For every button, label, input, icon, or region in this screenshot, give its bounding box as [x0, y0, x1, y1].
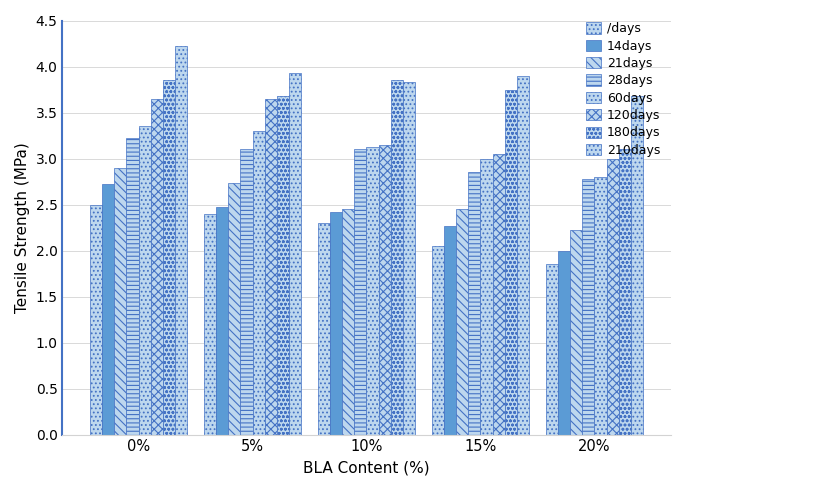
Bar [102, 184, 114, 435]
Bar [505, 90, 517, 435]
Bar [114, 168, 126, 435]
Bar [126, 138, 139, 435]
Bar [228, 183, 240, 435]
Bar [277, 96, 289, 435]
Bar [204, 214, 216, 435]
Bar [150, 98, 163, 435]
Bar [468, 172, 481, 435]
X-axis label: BLA Content (%): BLA Content (%) [303, 460, 430, 475]
Legend: /days, 14days, 21days, 28days, 60days, 120days, 180days, 210days: /days, 14days, 21days, 28days, 60days, 1… [582, 19, 664, 161]
Bar [582, 179, 595, 435]
Bar [354, 149, 367, 435]
Bar [163, 80, 175, 435]
Bar [619, 149, 631, 435]
Bar [546, 264, 558, 435]
Bar [139, 126, 150, 435]
Bar [444, 226, 456, 435]
Bar [90, 204, 102, 435]
Bar [432, 246, 444, 435]
Bar [318, 223, 330, 435]
Bar [175, 46, 187, 435]
Bar [330, 212, 342, 435]
Y-axis label: Tensile Strength (MPa): Tensile Strength (MPa) [15, 142, 30, 313]
Bar [391, 80, 403, 435]
Bar [289, 73, 301, 435]
Bar [558, 250, 570, 435]
Bar [606, 159, 619, 435]
Bar [631, 96, 643, 435]
Bar [342, 209, 354, 435]
Bar [367, 147, 378, 435]
Bar [253, 131, 264, 435]
Bar [595, 177, 606, 435]
Bar [378, 145, 391, 435]
Bar [456, 209, 468, 435]
Bar [240, 149, 253, 435]
Bar [264, 98, 277, 435]
Bar [492, 154, 505, 435]
Bar [517, 76, 529, 435]
Bar [570, 230, 582, 435]
Bar [216, 207, 228, 435]
Bar [481, 159, 492, 435]
Bar [403, 82, 415, 435]
